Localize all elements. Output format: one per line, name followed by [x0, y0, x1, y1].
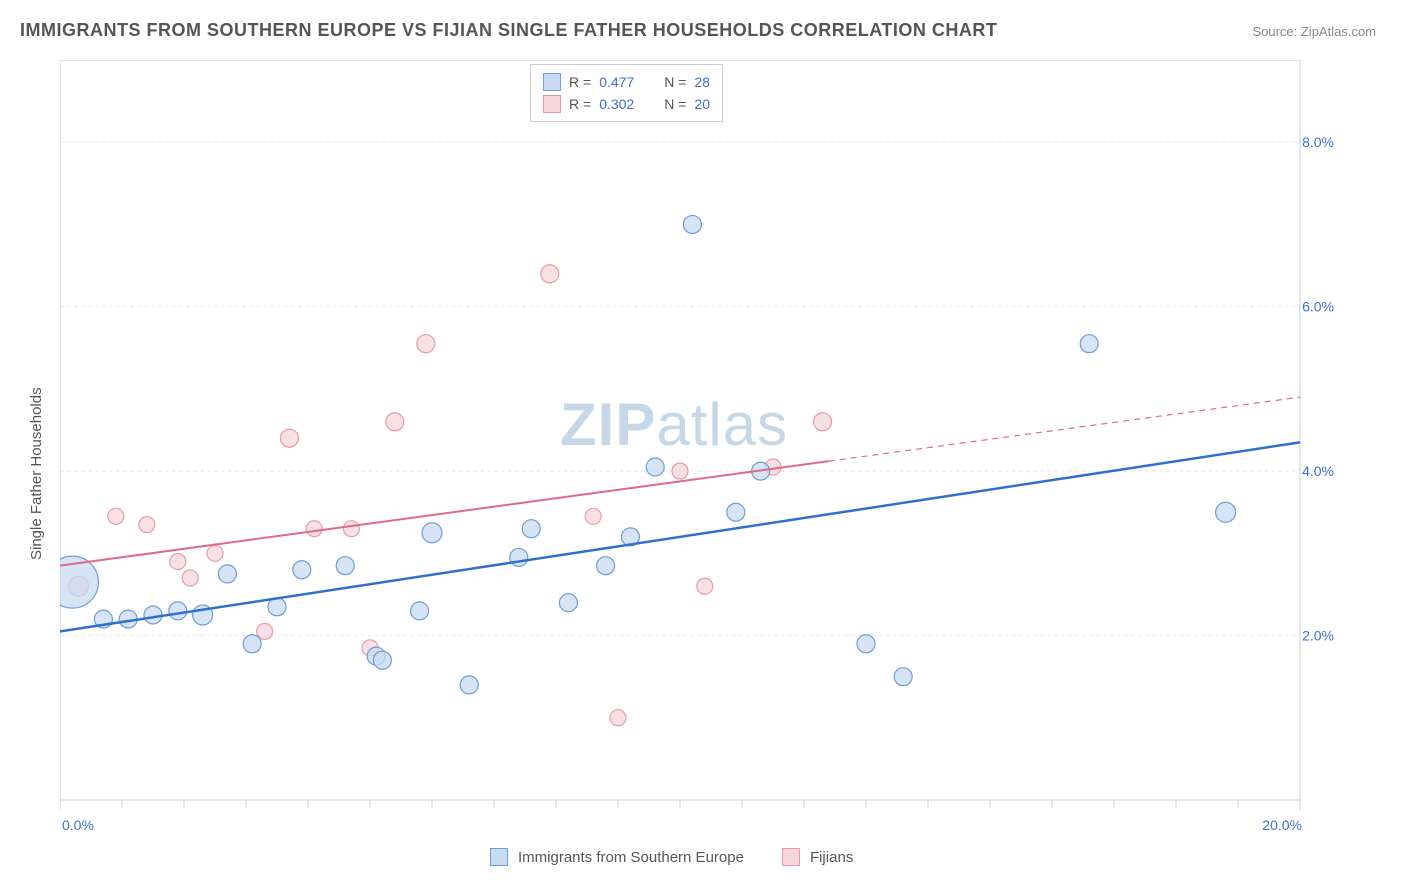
legend-label: Fijians: [810, 849, 853, 866]
svg-text:20.0%: 20.0%: [1262, 817, 1302, 833]
legend-swatch: [543, 73, 561, 91]
legend-swatch: [490, 848, 508, 866]
stats-legend-row: R = 0.302 N = 20: [543, 93, 710, 115]
plot-svg: 2.0% 4.0% 6.0% 8.0% 0.0% 20.0%: [60, 60, 1340, 840]
r-value: 0.302: [599, 96, 634, 112]
r-label: R =: [569, 74, 591, 90]
series-legend: Immigrants from Southern Europe Fijians: [490, 848, 881, 866]
stats-legend: R = 0.477 N = 28 R = 0.302 N = 20: [530, 64, 723, 122]
legend-label: Immigrants from Southern Europe: [518, 849, 744, 866]
legend-swatch: [782, 848, 800, 866]
r-value: 0.477: [599, 74, 634, 90]
svg-text:6.0%: 6.0%: [1302, 299, 1334, 315]
svg-text:8.0%: 8.0%: [1302, 134, 1334, 150]
legend-swatch: [543, 95, 561, 113]
stats-legend-row: R = 0.477 N = 28: [543, 71, 710, 93]
n-value: 20: [694, 96, 710, 112]
source-label: Source: ZipAtlas.com: [1252, 24, 1376, 39]
svg-text:4.0%: 4.0%: [1302, 463, 1334, 479]
n-label: N =: [664, 74, 686, 90]
n-value: 28: [694, 74, 710, 90]
chart-container: IMMIGRANTS FROM SOUTHERN EUROPE VS FIJIA…: [0, 0, 1406, 892]
svg-text:0.0%: 0.0%: [62, 817, 94, 833]
chart-title: IMMIGRANTS FROM SOUTHERN EUROPE VS FIJIA…: [20, 20, 997, 41]
r-label: R =: [569, 96, 591, 112]
svg-text:2.0%: 2.0%: [1302, 628, 1334, 644]
n-label: N =: [664, 96, 686, 112]
y-axis-label: Single Father Households: [28, 387, 45, 560]
plot-area: 2.0%4.0%6.0%8.0%0.0%20.0% ZIPatlas R =0.…: [60, 60, 1340, 820]
